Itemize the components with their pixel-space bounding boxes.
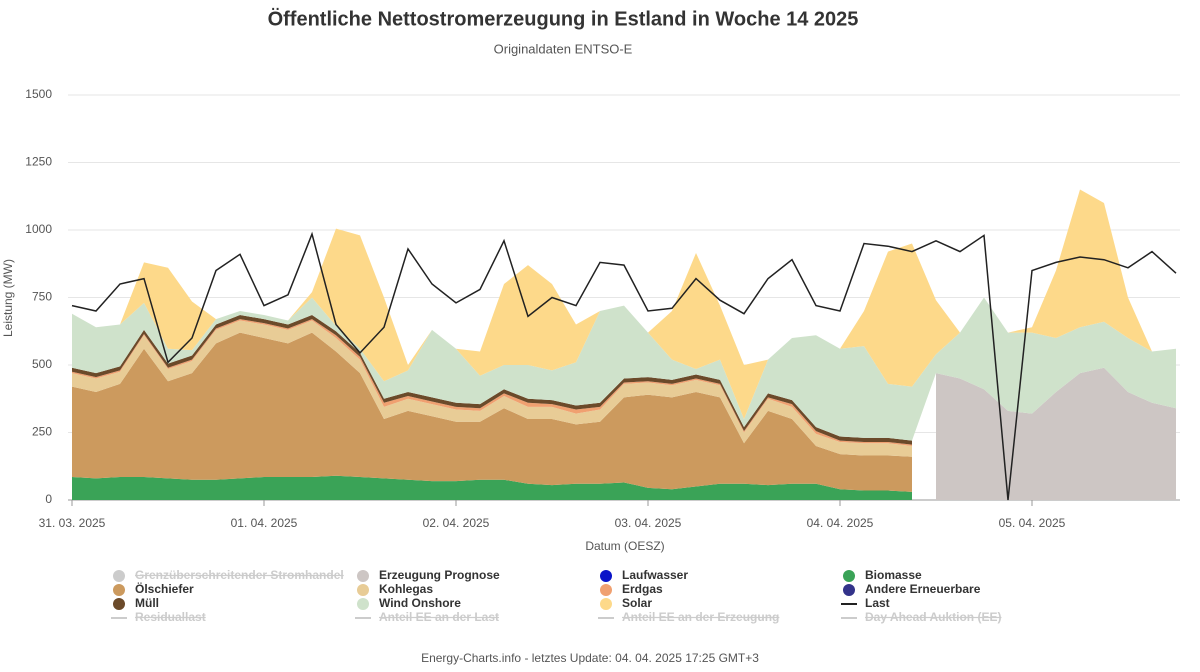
x-tick-label: 02. 04. 2025 <box>423 516 490 530</box>
legend-label[interactable]: Day Ahead Auktion (EE) <box>865 610 1001 624</box>
legend-label[interactable]: Ölschiefer <box>135 581 194 596</box>
y-axis-label: Leistung (MW) <box>1 259 15 337</box>
chart-title: Öffentliche Nettostromerzeugung in Estla… <box>268 7 859 30</box>
area-series <box>72 297 1176 441</box>
area-series <box>72 320 912 457</box>
y-tick-label: 500 <box>32 357 52 371</box>
legend-label[interactable]: Laufwasser <box>622 568 688 582</box>
legend-marker <box>357 570 369 582</box>
legend-label[interactable]: Anteil EE an der Last <box>379 610 499 624</box>
x-tick-label: 05. 04. 2025 <box>999 516 1066 530</box>
area-series <box>936 367 1176 500</box>
y-tick-label: 750 <box>32 290 52 304</box>
legend-marker <box>357 598 369 610</box>
legend-marker <box>600 598 612 610</box>
chart-subtitle: Originaldaten ENTSO-E <box>494 41 633 56</box>
y-tick-label: 1000 <box>25 222 52 236</box>
legend-label[interactable]: Wind Onshore <box>379 596 461 610</box>
legend-label[interactable]: Biomasse <box>865 568 922 582</box>
legend-marker <box>600 584 612 596</box>
legend-label[interactable]: Erzeugung Prognose <box>379 568 500 582</box>
legend-marker <box>113 584 125 596</box>
legend-label[interactable]: Andere Erneuerbare <box>865 582 981 596</box>
legend-label[interactable]: Solar <box>622 596 652 610</box>
y-tick-label: 1250 <box>25 155 52 169</box>
y-tick-label: 1500 <box>25 87 52 101</box>
legend-label[interactable]: Anteil EE an der Erzeugung <box>622 610 779 624</box>
legend-label[interactable]: Erdgas <box>622 582 663 596</box>
line-series <box>71 231 1177 501</box>
legend-label[interactable]: Kohlegas <box>379 582 433 596</box>
legend-marker <box>357 584 369 596</box>
legend-marker <box>600 570 612 582</box>
area-series <box>72 332 912 492</box>
legend-label[interactable]: Residuallast <box>135 610 206 624</box>
x-tick-label: 01. 04. 2025 <box>231 516 298 530</box>
area-series <box>72 189 1176 419</box>
legend-marker <box>843 570 855 582</box>
x-axis-label: Datum (OESZ) <box>585 539 664 553</box>
x-tick-label: 31. 03. 2025 <box>39 516 106 530</box>
y-tick-label: 250 <box>32 425 52 439</box>
y-tick-label: 0 <box>45 492 52 506</box>
footer: Energy-Charts.info - letztes Update: 04.… <box>421 651 759 665</box>
legend-label[interactable]: Grenzüberschreitender Stromhandel <box>135 568 344 582</box>
x-tick-label: 04. 04. 2025 <box>807 516 874 530</box>
legend-marker <box>113 570 125 582</box>
area-series <box>72 475 912 500</box>
legend-label[interactable]: Last <box>865 596 890 610</box>
legend-marker <box>113 598 125 610</box>
legend-marker <box>843 584 855 596</box>
legend-label[interactable]: Müll <box>135 596 159 610</box>
x-tick-label: 03. 04. 2025 <box>615 516 682 530</box>
